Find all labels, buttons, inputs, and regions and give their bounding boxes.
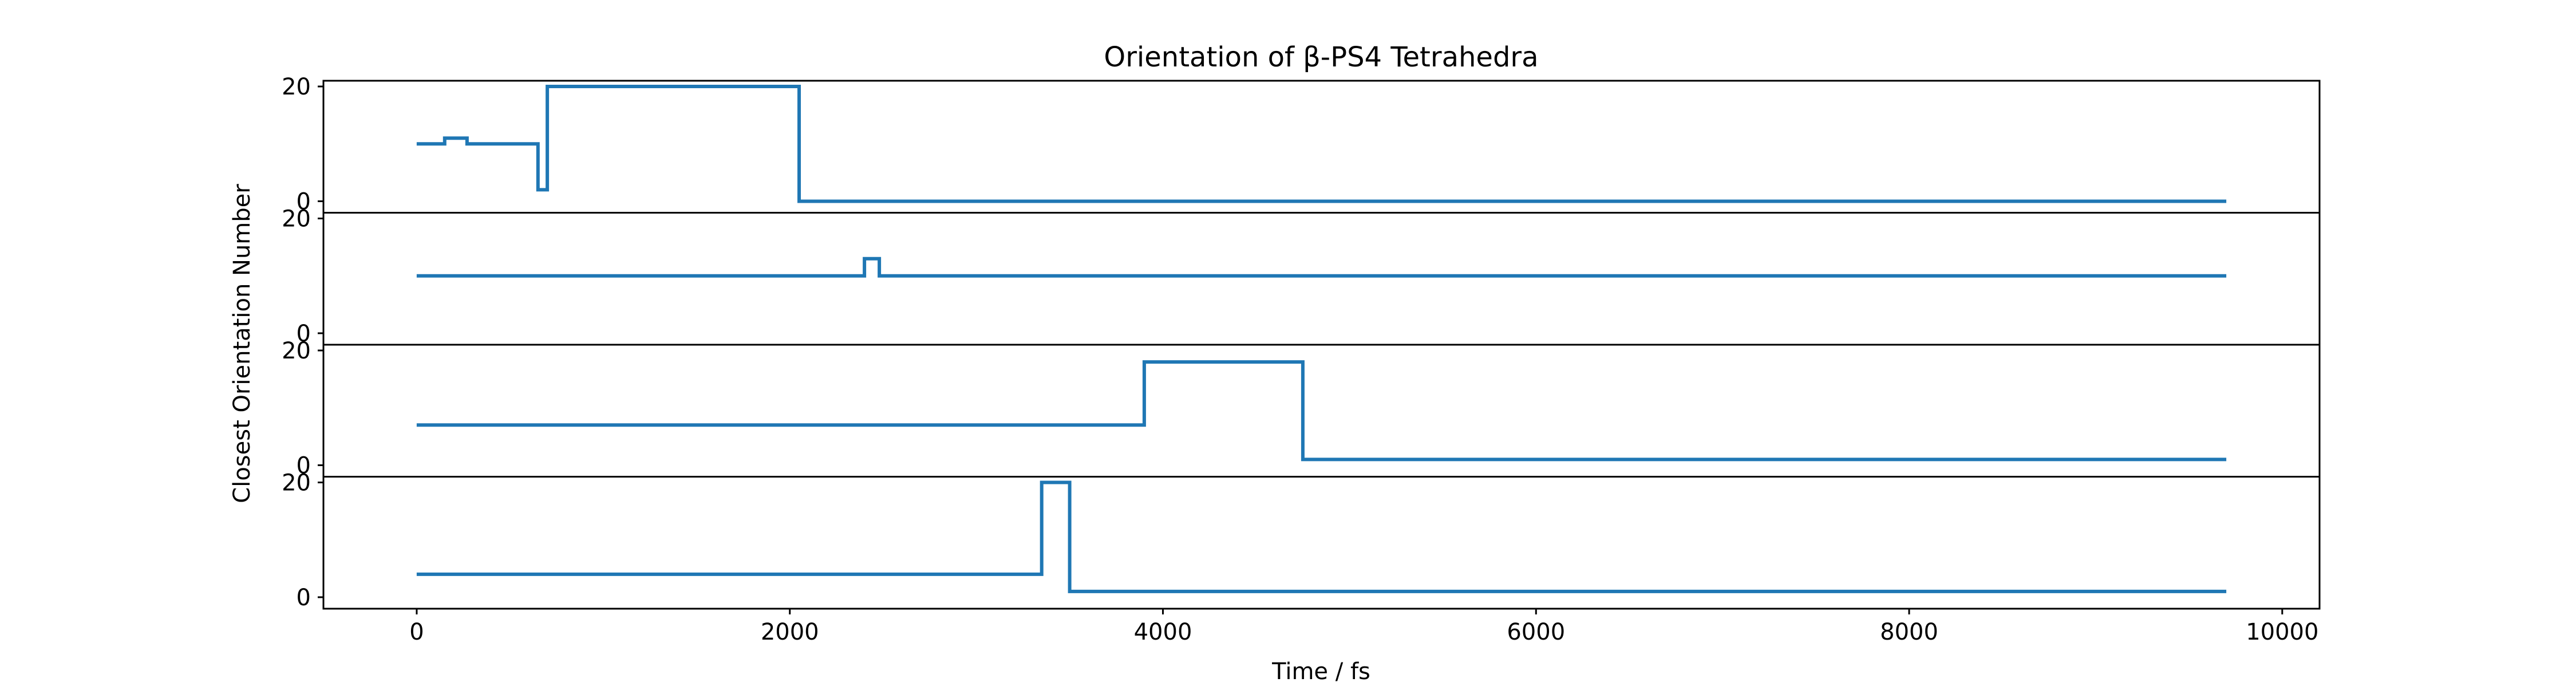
- x-tick-label: 4000: [1134, 619, 1192, 645]
- x-tick-label: 10000: [2246, 619, 2318, 645]
- y-tick-label: 20: [282, 206, 311, 232]
- subplot-2: 0 20: [282, 206, 2321, 347]
- x-tick-label: 0: [409, 619, 424, 645]
- subplot-3-frame: [322, 344, 2321, 478]
- x-tick-label: 6000: [1507, 619, 1565, 645]
- y-tick-label: 0: [297, 585, 311, 611]
- subplot-4-series-line: [416, 480, 2227, 593]
- x-tick-label: 8000: [1880, 619, 1938, 645]
- subplot-2-frame: [322, 212, 2321, 346]
- subplot-1: 0 20: [282, 74, 2321, 215]
- x-tick-label: 2000: [761, 619, 819, 645]
- subplot-3-series-line: [416, 360, 2227, 462]
- y-tick-label: 20: [282, 338, 311, 364]
- y-tick-label: 20: [282, 470, 311, 496]
- subplot-3: 0 20: [282, 338, 2321, 479]
- chart-title: Orientation of β-PS4 Tetrahedra: [1104, 41, 1538, 73]
- y-tick-label: 0: [297, 321, 311, 347]
- y-tick-label: 0: [297, 452, 311, 479]
- subplot-2-series-line: [416, 257, 2227, 278]
- x-axis-label: Time / fs: [1271, 659, 1370, 685]
- subplot-1-frame: [322, 80, 2321, 214]
- subplot-1-series-line: [416, 85, 2227, 203]
- subplot-4-frame: [322, 476, 2321, 610]
- x-axis: 0 2000 4000 6000 8000 10000: [409, 609, 2318, 645]
- subplot-4: 0 20: [282, 470, 2321, 611]
- y-axis-label: Closest Orientation Number: [229, 184, 255, 503]
- y-tick-label: 20: [282, 74, 311, 100]
- y-tick-label: 0: [297, 188, 311, 215]
